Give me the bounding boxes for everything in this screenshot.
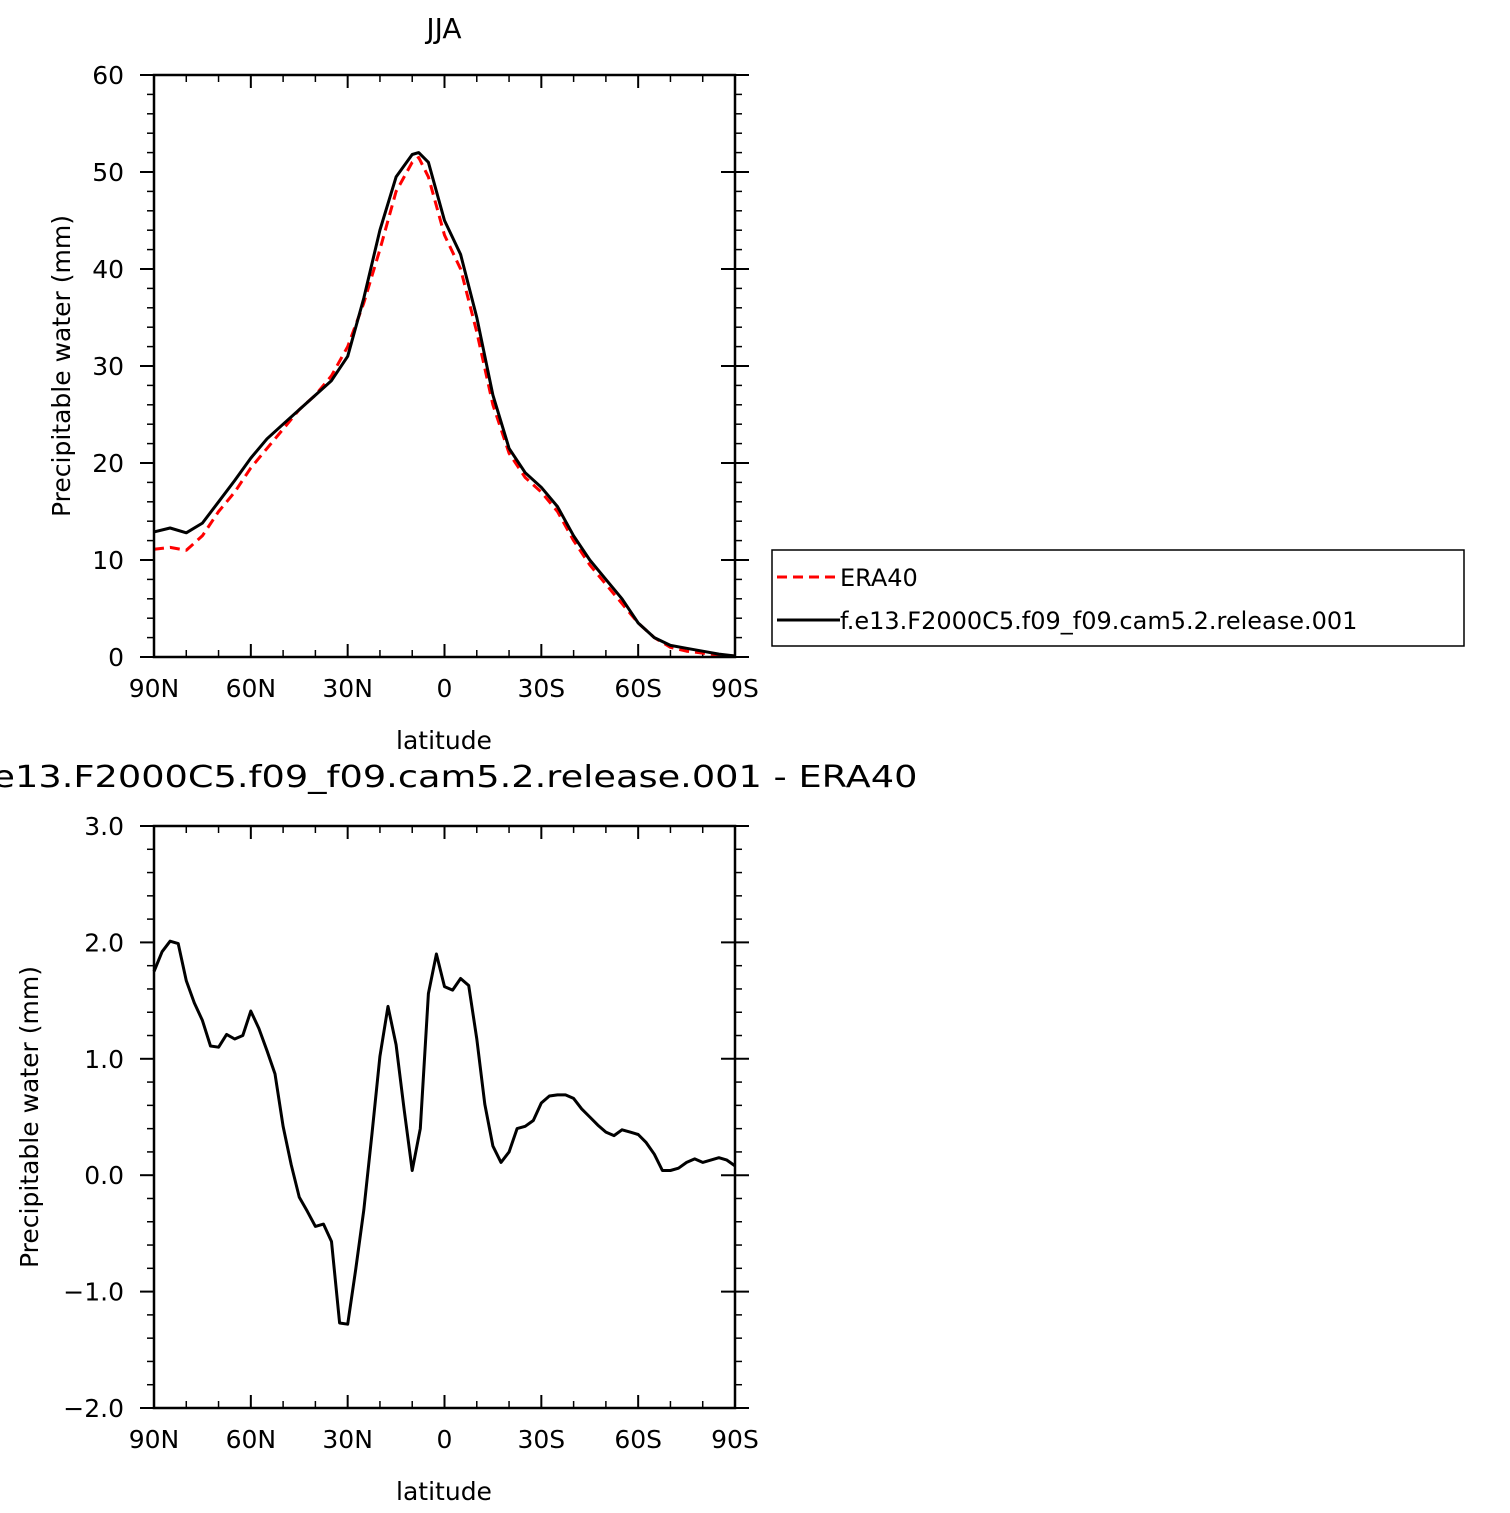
x-tick-label: 0 [437, 674, 453, 703]
top-chart: JJA Precipitable water (mm) latitude 90N… [47, 12, 759, 755]
y-tick-label: 0.0 [84, 1161, 124, 1190]
y-tick-label: 50 [92, 158, 124, 187]
y-tick-label: 1.0 [84, 1045, 124, 1074]
y-tick-label: 20 [92, 449, 124, 478]
x-tick-label: 60N [226, 674, 277, 703]
series-lines [153, 151, 736, 658]
x-tick-label: 0 [437, 1425, 453, 1454]
x-axis-label: latitude [396, 726, 492, 755]
y-tick-label: 3.0 [84, 812, 124, 841]
legend-box [771, 549, 1465, 647]
y-tick-label: 60 [92, 61, 124, 90]
x-tick-label: 30S [517, 1425, 565, 1454]
x-tick-label: 60S [614, 674, 662, 703]
x-tick-label: 30N [322, 1425, 373, 1454]
y-tick-label: 40 [92, 255, 124, 284]
plot-frame [152, 73, 737, 659]
x-tick-label: 90S [711, 1425, 759, 1454]
plot-frame [152, 824, 737, 1410]
series-lines [152, 939, 736, 1326]
chart-title: JJA [424, 12, 461, 45]
legend-entry-model: f.e13.F2000C5.f09_f09.cam5.2.release.001 [840, 607, 1357, 635]
series-line-1 [153, 151, 736, 658]
axis-ticks: 90N 60N 30N 0 30S 60S 90S −2.0 −1.0 0.0 1.0 2.0 3.0 [63, 812, 759, 1454]
x-tick-label: 30N [322, 674, 373, 703]
x-tick-label: 90S [711, 674, 759, 703]
y-axis-label: Precipitable water (mm) [15, 966, 44, 1268]
series-line-0 [153, 156, 736, 658]
chart-title: f.e13.F2000C5.f09_f09.cam5.2.release.001… [0, 760, 918, 795]
x-tick-label: 90N [129, 1425, 180, 1454]
y-axis-label: Precipitable water (mm) [47, 215, 76, 517]
x-tick-label: 90N [129, 674, 180, 703]
x-axis-label: latitude [396, 1477, 492, 1506]
y-tick-label: 10 [92, 546, 124, 575]
axis-ticks: 90N 60N 30N 0 30S 60S 90S 0 10 20 30 40 50 60 [92, 61, 759, 703]
y-tick-label: −2.0 [63, 1394, 124, 1423]
y-tick-label: 0 [108, 643, 124, 672]
x-tick-label: 60N [226, 1425, 277, 1454]
x-tick-label: 30S [517, 674, 565, 703]
y-tick-label: 30 [92, 352, 124, 381]
y-tick-label: 2.0 [84, 928, 124, 957]
y-tick-label: −1.0 [63, 1278, 124, 1307]
legend-entry-era40: ERA40 [840, 564, 918, 592]
x-tick-label: 60S [614, 1425, 662, 1454]
bottom-chart: f.e13.F2000C5.f09_f09.cam5.2.release.001… [0, 760, 918, 1506]
legend: ERA40 f.e13.F2000C5.f09_f09.cam5.2.relea… [771, 549, 1465, 647]
series-line-0 [152, 939, 736, 1326]
